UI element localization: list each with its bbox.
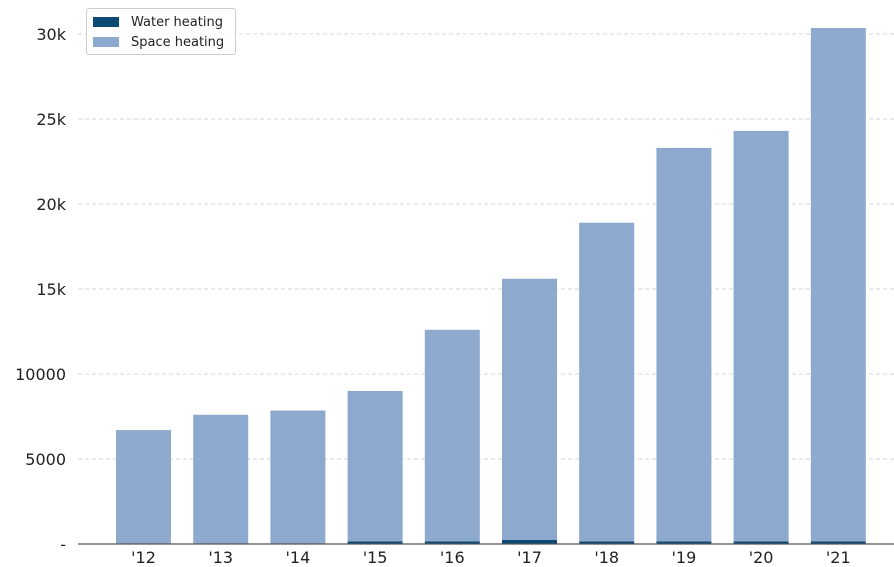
x-tick-label: '17 [517,548,542,567]
bar-space-heating [733,130,789,542]
y-tick-label: 20k [36,195,66,214]
bar-space-heating [579,222,635,542]
legend: Water heating Space heating [86,8,236,55]
legend-item-space-heating: Space heating [93,33,224,51]
legend-item-water-heating: Water heating [93,13,223,31]
bar-water-heating [656,541,712,544]
y-tick-labels: - 5000 10000 15k 20k 25k 30k [15,25,67,554]
bar-space-heating [502,278,557,540]
bar-water-heating [347,541,403,544]
x-tick-label: '12 [131,548,156,567]
legend-swatch-water-heating [93,17,119,27]
bar-water-heating [424,541,480,544]
x-tick-label: '20 [749,548,774,567]
bar-water-heating [579,541,635,544]
x-tick-label: '16 [440,548,465,567]
bar-space-heating [347,391,403,542]
bar-water-heating [810,541,866,544]
bar-space-heating [656,147,712,542]
y-tick-label: 25k [36,110,66,129]
bar-space-heating [810,28,866,542]
x-tick-label: '18 [594,548,619,567]
x-tick-label: '15 [363,548,388,567]
y-tick-label: 10000 [15,365,66,384]
x-tick-label: '14 [286,548,311,567]
bar-space-heating [270,410,326,544]
legend-label-space-heating: Space heating [131,34,225,50]
x-tick-label: '19 [672,548,697,567]
y-tick-label: 15k [36,280,66,299]
x-tick-label: '21 [826,548,851,567]
legend-swatch-space-heating [93,37,119,47]
x-tick-labels: '12 '13 '14 '15 '16 '17 '18 '19 '20 '21 [131,548,851,567]
legend-label-water-heating: Water heating [131,14,223,30]
bar-space-heating [424,329,480,542]
bars [116,28,866,544]
x-tick-label: '13 [208,548,233,567]
bar-water-heating [733,541,789,544]
y-tick-label: - [60,535,66,554]
bar-water-heating [502,539,557,544]
y-tick-label: 5000 [25,450,66,469]
bar-space-heating [193,414,249,544]
y-tick-label: 30k [36,25,66,44]
bar-space-heating [116,430,171,544]
